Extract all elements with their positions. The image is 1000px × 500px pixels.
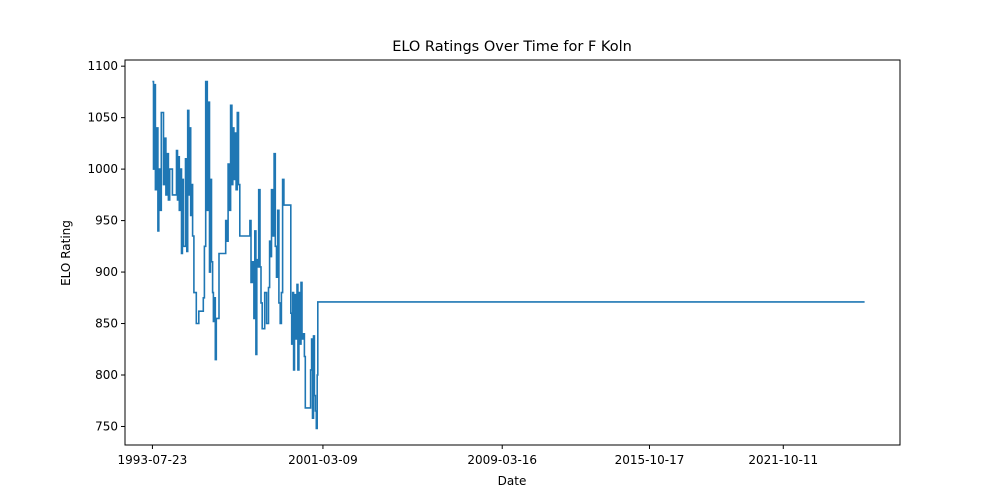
y-axis: 750 800 850 900 950 1000 1050 1100 (87, 59, 125, 433)
x-axis-label: Date (498, 474, 527, 488)
plot-frame (124, 59, 901, 446)
chart-title: ELO Ratings Over Time for F Koln (392, 39, 632, 55)
y-tick-label: 1100 (87, 59, 118, 73)
x-axis: 1993-07-23 2001-03-09 2009-03-16 2015-10-17… (118, 445, 818, 467)
x-tick-label: 2021-10-11 (748, 453, 818, 467)
x-tick-label: 1993-07-23 (118, 453, 188, 467)
y-tick-label: 900 (95, 265, 118, 279)
y-tick-label: 1000 (87, 162, 118, 176)
y-axis-label: ELO Rating (59, 220, 73, 286)
y-tick-label: 850 (95, 317, 118, 331)
y-tick-label: 800 (95, 368, 118, 382)
y-tick-label: 950 (95, 214, 118, 228)
series-layer (152, 80, 865, 430)
series-line-0 (152, 80, 865, 430)
x-tick-label: 2001-03-09 (288, 453, 358, 467)
y-tick-label: 1050 (87, 111, 118, 125)
plot-area (125, 60, 900, 445)
x-tick-label: 2015-10-17 (615, 453, 685, 467)
y-tick-label: 750 (95, 419, 118, 433)
x-tick-label: 2009-03-16 (467, 453, 537, 467)
